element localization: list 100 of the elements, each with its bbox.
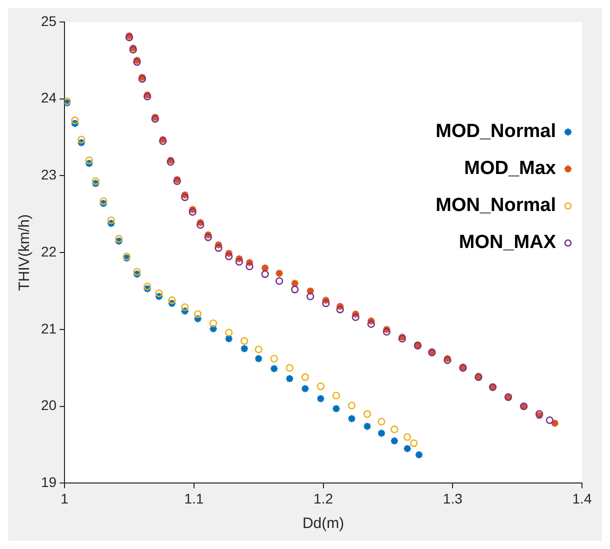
point (181, 303, 189, 312)
point (410, 439, 418, 448)
point (290, 286, 299, 294)
legend-label: MON_MAX (458, 232, 556, 254)
x-axis-title: Dd(m) (302, 515, 344, 532)
point (275, 277, 284, 285)
y-tick-label: 20 (40, 397, 57, 414)
point (167, 298, 176, 308)
point (196, 218, 205, 228)
point (390, 436, 399, 446)
x-tick-label: 1.2 (314, 490, 334, 506)
y-tick-label: 25 (40, 12, 57, 29)
point (321, 296, 330, 305)
point (347, 414, 356, 424)
point (402, 444, 412, 454)
point (193, 314, 202, 324)
point (285, 374, 294, 384)
point (382, 328, 391, 336)
x-tick-label: 1.3 (442, 490, 463, 506)
point (390, 426, 398, 434)
point (76, 138, 86, 148)
point (270, 364, 279, 374)
point (404, 433, 412, 441)
legend-label: MOD_Normal (436, 121, 556, 142)
y-tick-label: 19 (40, 474, 57, 490)
point (125, 34, 134, 42)
point (316, 394, 326, 404)
y-tick-label: 24 (40, 90, 57, 106)
point (115, 234, 123, 243)
point (225, 252, 233, 260)
point (181, 193, 189, 202)
point (98, 198, 108, 208)
legend-label: MON_Normal (436, 195, 556, 216)
x-tick-label: 1.1 (184, 490, 204, 506)
point (300, 384, 310, 394)
point (166, 158, 174, 166)
point (367, 320, 375, 328)
y-tick-label: 22 (40, 243, 57, 260)
point (150, 112, 160, 122)
point (84, 158, 94, 168)
point (363, 410, 372, 418)
point (351, 310, 360, 319)
point (194, 310, 202, 318)
point (378, 418, 386, 426)
point (234, 254, 244, 264)
point (550, 418, 560, 428)
point (166, 156, 176, 165)
point (235, 258, 244, 266)
point (246, 262, 254, 270)
point (261, 270, 269, 278)
point (78, 136, 86, 144)
point (151, 115, 159, 123)
point (144, 282, 152, 290)
point (204, 230, 213, 240)
point (332, 392, 340, 400)
point (124, 31, 134, 40)
point (114, 236, 124, 246)
point (209, 319, 218, 328)
point (188, 208, 196, 216)
point (142, 284, 152, 294)
point (92, 177, 100, 185)
point (245, 258, 254, 268)
point (535, 410, 544, 418)
point (168, 296, 176, 304)
x-tick-label: 1 (60, 490, 69, 506)
point (240, 344, 249, 354)
x-tick-label: 1.4 (572, 490, 592, 506)
point (214, 244, 222, 252)
point (71, 116, 79, 124)
point (225, 328, 233, 336)
point (274, 268, 284, 278)
point (270, 354, 278, 363)
legend-label: MOD_Max (464, 158, 556, 180)
y-axis-title: THIV(km/h) (16, 214, 34, 291)
point (322, 299, 330, 308)
point (306, 292, 314, 300)
y-tick-label: 23 (40, 166, 57, 183)
point (301, 373, 310, 381)
point (352, 313, 360, 322)
point (155, 289, 163, 298)
point (348, 402, 356, 410)
point (196, 221, 204, 229)
point (204, 233, 212, 242)
y-tick-label: 21 (40, 320, 57, 336)
point (133, 58, 141, 66)
point (254, 346, 262, 354)
point (133, 268, 141, 276)
point (316, 382, 325, 390)
point (336, 306, 344, 314)
point (224, 248, 234, 258)
point (332, 404, 341, 414)
point (106, 218, 116, 228)
point (362, 422, 372, 431)
point (546, 416, 554, 424)
point (254, 354, 264, 364)
point (336, 302, 345, 311)
point (224, 334, 234, 344)
point (208, 324, 218, 334)
point (138, 72, 147, 82)
point (107, 216, 115, 224)
